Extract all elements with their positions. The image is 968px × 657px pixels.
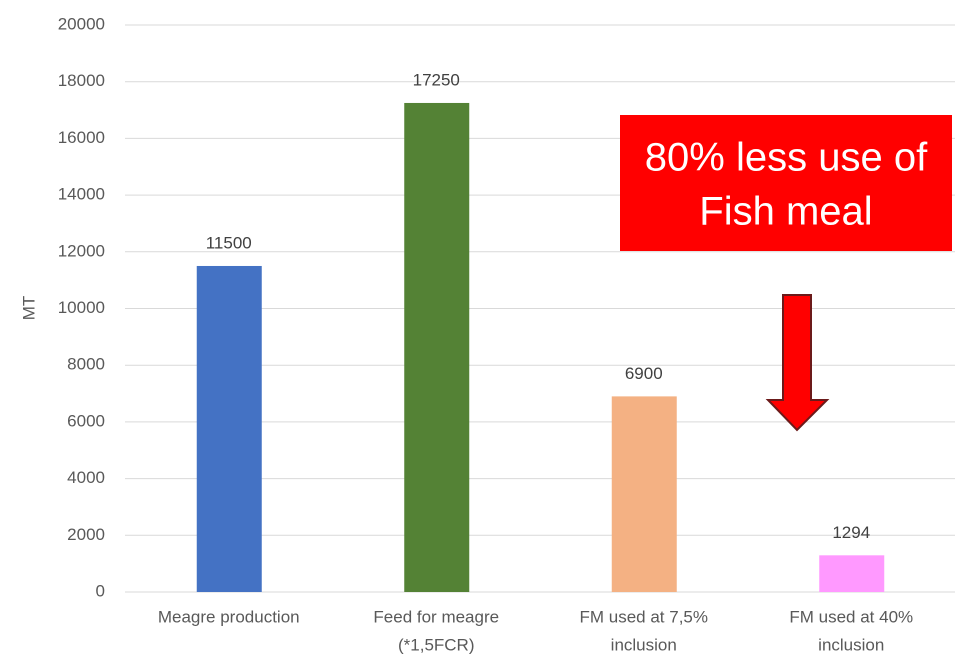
- x-tick-label: inclusion: [818, 635, 884, 654]
- x-tick-label: inclusion: [611, 635, 677, 654]
- y-tick-label: 12000: [58, 241, 105, 260]
- data-label: 11500: [206, 233, 252, 252]
- y-tick-label: 20000: [58, 14, 105, 33]
- x-tick-label: Feed for meagre: [373, 607, 499, 626]
- annotation-box: [620, 115, 952, 251]
- bar: [196, 265, 262, 592]
- data-label: 6900: [625, 364, 663, 383]
- y-tick-label: 14000: [58, 185, 105, 204]
- x-tick-label: (*1,5FCR): [398, 635, 475, 654]
- y-tick-label: 0: [96, 581, 105, 600]
- y-tick-label: 16000: [58, 128, 105, 147]
- bar: [404, 102, 470, 593]
- y-axis-label: MT: [19, 296, 38, 321]
- y-tick-label: 18000: [58, 71, 105, 90]
- data-label: 1294: [832, 523, 870, 542]
- y-tick-label: 2000: [67, 525, 105, 544]
- annotation-text: 80% less use of: [645, 136, 928, 180]
- y-tick-label: 6000: [67, 411, 105, 430]
- arrow: [765, 294, 830, 432]
- bar: [819, 555, 885, 592]
- bar: [611, 396, 677, 592]
- data-label: 17250: [413, 70, 460, 89]
- y-tick-label: 8000: [67, 355, 105, 374]
- x-tick-label: FM used at 40%: [789, 607, 913, 626]
- x-tick-label: FM used at 7,5%: [579, 607, 708, 626]
- x-tick-label: Meagre production: [158, 607, 300, 626]
- y-tick-label: 4000: [67, 468, 105, 487]
- y-tick-label: 10000: [58, 298, 105, 317]
- annotation-text: Fish meal: [699, 190, 872, 234]
